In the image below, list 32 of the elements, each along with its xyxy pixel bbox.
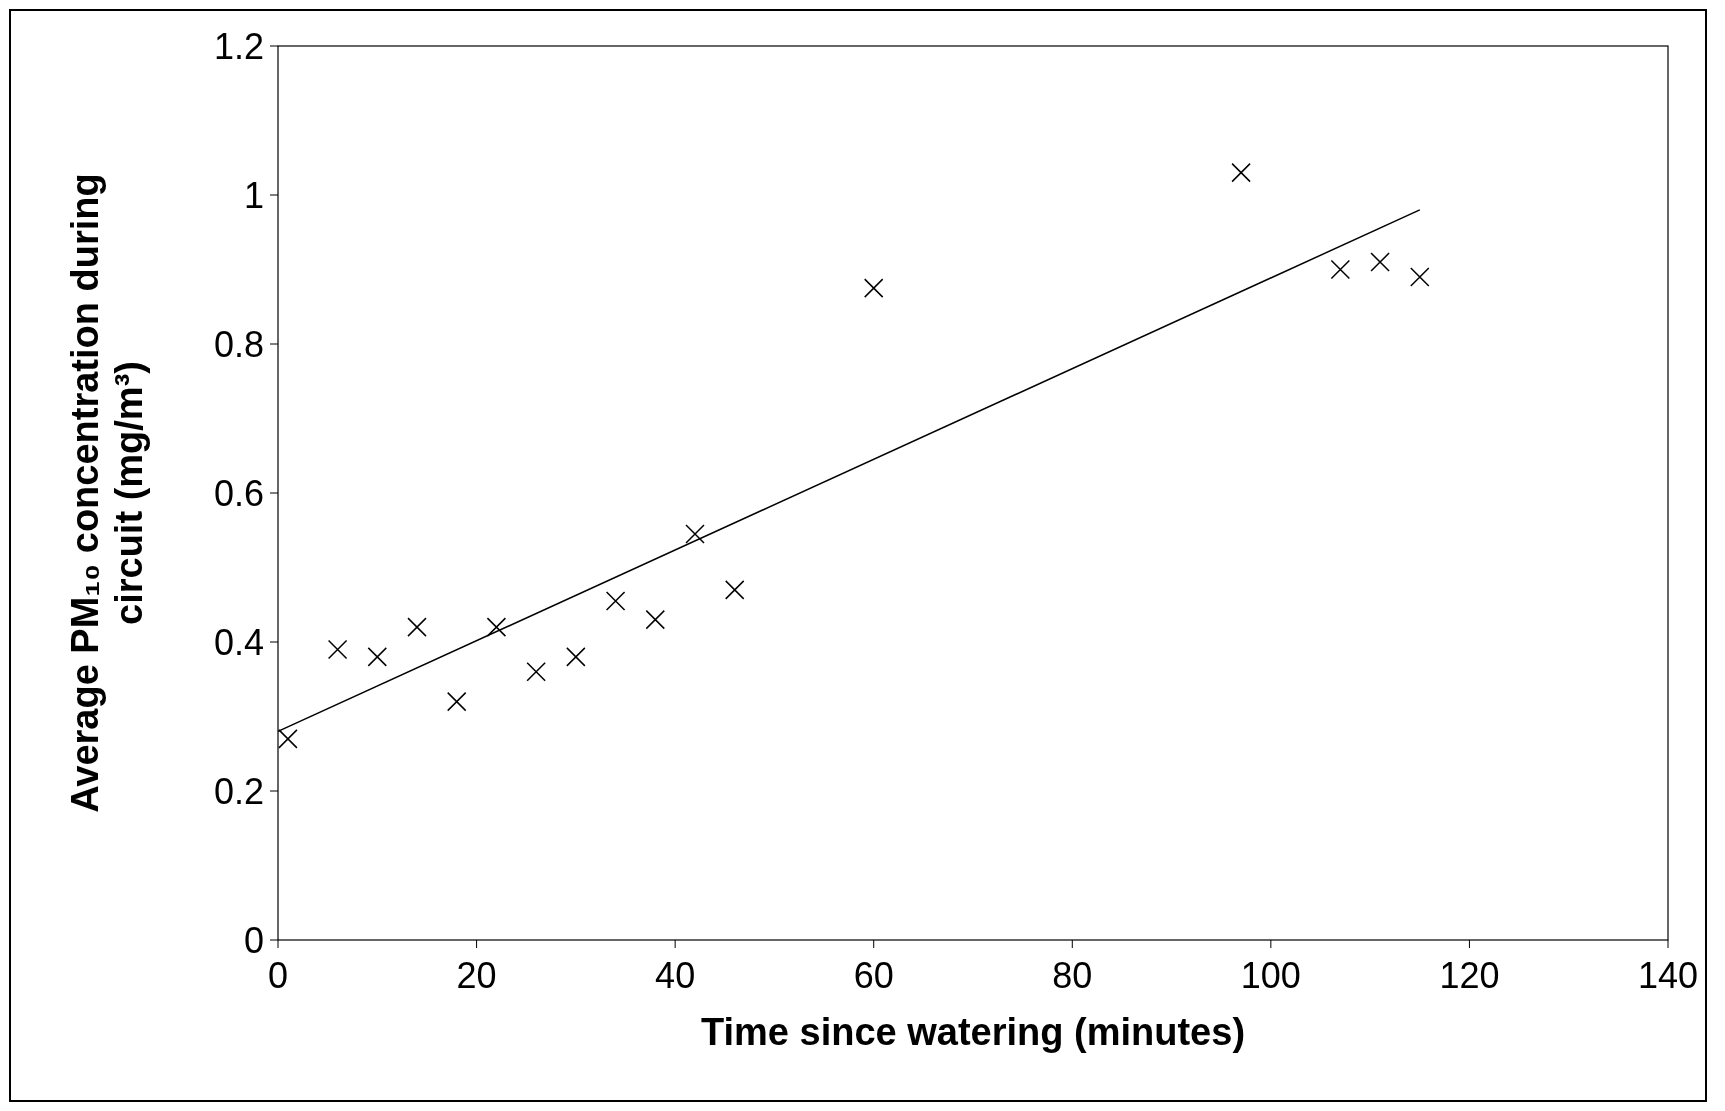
- point: [367, 647, 388, 667]
- y-tick-label: 0.8: [213, 323, 264, 365]
- y-tick-label: 1.2: [213, 25, 264, 67]
- x-tick-label: 60: [853, 955, 894, 996]
- point: [1410, 267, 1430, 287]
- x-tick-label: 20: [456, 955, 497, 996]
- point: [566, 647, 586, 667]
- point: [526, 662, 546, 682]
- point: [724, 580, 745, 600]
- x-tick-label: 140: [1637, 955, 1699, 996]
- point: [863, 278, 884, 298]
- point: [327, 639, 348, 660]
- x-tick-label: 80: [1052, 955, 1093, 996]
- point: [486, 617, 507, 637]
- point: [1231, 162, 1251, 183]
- point: [605, 591, 626, 611]
- point: [685, 524, 705, 544]
- y-tick-label: 0.4: [213, 621, 264, 663]
- point: [645, 609, 666, 630]
- point: [1330, 259, 1351, 280]
- x-tick-label: 40: [655, 955, 696, 996]
- point: [446, 691, 467, 712]
- y-tick-label: 0.2: [213, 770, 264, 812]
- y-tick-label: 0: [243, 919, 264, 961]
- x-tick-label: 120: [1439, 955, 1500, 996]
- y-tick-label: 0.6: [213, 472, 264, 514]
- y-tick-label: 1: [243, 174, 264, 216]
- point: [1370, 252, 1390, 272]
- y-axis-title: Average PM₁₀ concentration during circuit (mg/m³): [64, 173, 150, 813]
- x-axis-title: Time since watering (minutes): [700, 1011, 1246, 1053]
- x-tick-label: 100: [1240, 955, 1301, 996]
- point: [407, 617, 427, 637]
